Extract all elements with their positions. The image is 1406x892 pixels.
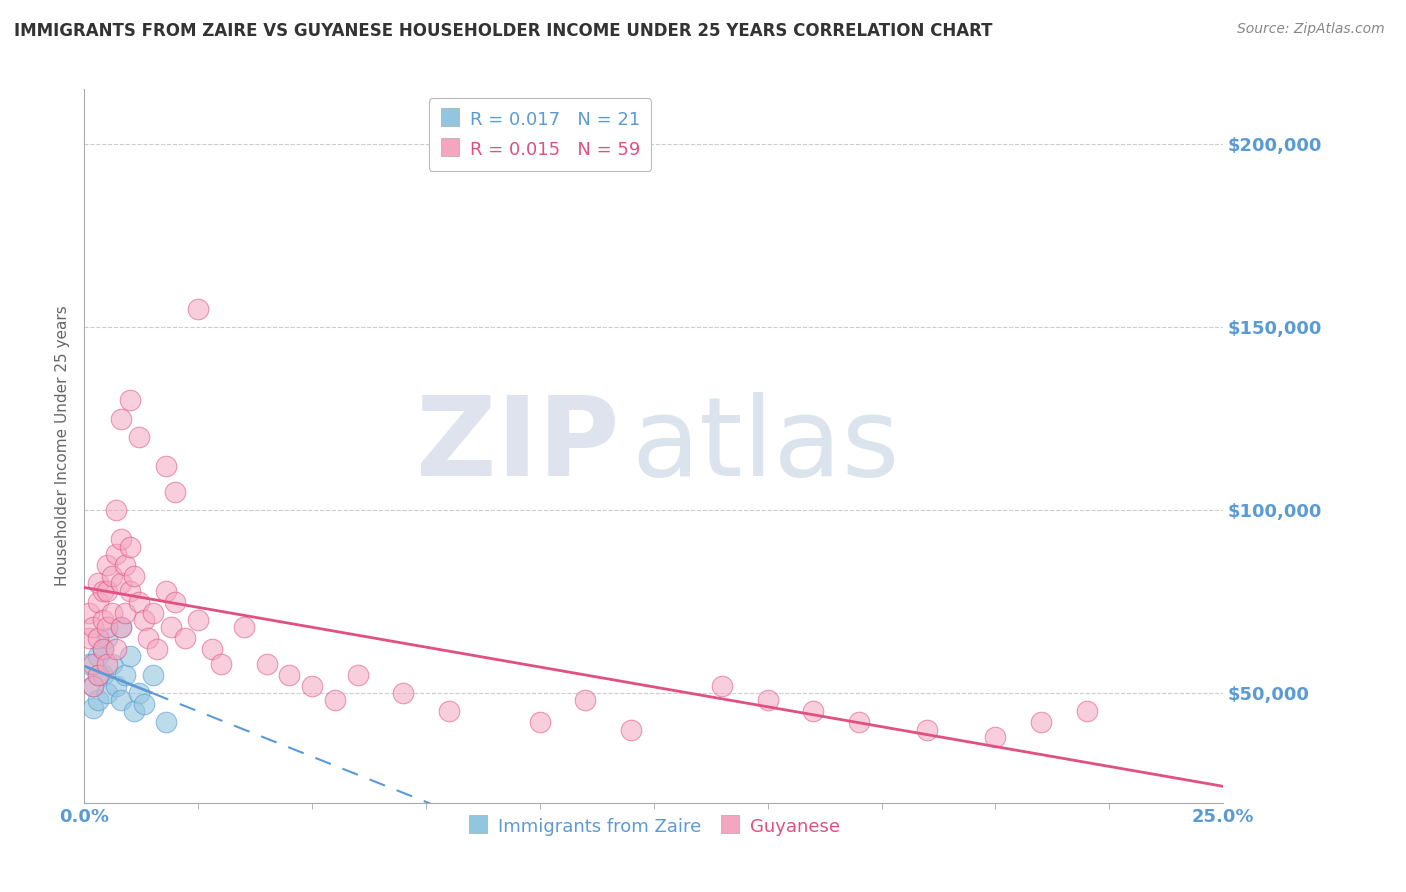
- Point: [142, 606, 165, 620]
- Point: [155, 583, 177, 598]
- Point: [711, 679, 734, 693]
- Point: [165, 594, 187, 608]
- Point: [96, 657, 118, 671]
- Point: [323, 693, 346, 707]
- Point: [256, 657, 278, 671]
- Point: [165, 484, 187, 499]
- Point: [110, 576, 132, 591]
- Point: [437, 704, 460, 718]
- Point: [915, 723, 938, 737]
- Point: [96, 620, 118, 634]
- Point: [110, 411, 132, 425]
- Point: [105, 642, 128, 657]
- Point: [91, 667, 114, 681]
- Point: [848, 715, 870, 730]
- Point: [96, 686, 118, 700]
- Point: [105, 503, 128, 517]
- Point: [136, 631, 159, 645]
- Point: [301, 679, 323, 693]
- Point: [155, 459, 177, 474]
- Point: [756, 693, 779, 707]
- Point: [173, 631, 195, 645]
- Point: [1076, 704, 1098, 718]
- Point: [128, 594, 150, 608]
- Point: [110, 533, 132, 547]
- Point: [87, 667, 110, 681]
- Point: [110, 620, 132, 634]
- Point: [142, 667, 165, 681]
- Point: [160, 620, 183, 634]
- Point: [77, 657, 100, 671]
- Point: [91, 642, 114, 657]
- Point: [232, 620, 254, 634]
- Point: [118, 540, 141, 554]
- Point: [984, 730, 1007, 744]
- Point: [187, 613, 209, 627]
- Point: [110, 693, 132, 707]
- Point: [100, 657, 122, 671]
- Point: [114, 667, 136, 681]
- Point: [87, 667, 110, 681]
- Point: [574, 693, 596, 707]
- Point: [128, 430, 150, 444]
- Point: [801, 704, 824, 718]
- Point: [82, 679, 104, 693]
- Point: [100, 569, 122, 583]
- Point: [132, 613, 155, 627]
- Point: [91, 583, 114, 598]
- Legend: Immigrants from Zaire, Guyanese: Immigrants from Zaire, Guyanese: [460, 808, 848, 844]
- Point: [96, 631, 118, 645]
- Point: [132, 697, 155, 711]
- Point: [278, 667, 301, 681]
- Text: Source: ZipAtlas.com: Source: ZipAtlas.com: [1237, 22, 1385, 37]
- Text: ZIP: ZIP: [416, 392, 620, 500]
- Point: [82, 620, 104, 634]
- Point: [1029, 715, 1052, 730]
- Point: [392, 686, 415, 700]
- Point: [146, 642, 169, 657]
- Point: [529, 715, 551, 730]
- Point: [105, 547, 128, 561]
- Point: [87, 576, 110, 591]
- Point: [346, 667, 368, 681]
- Point: [118, 393, 141, 408]
- Point: [77, 631, 100, 645]
- Point: [128, 686, 150, 700]
- Point: [87, 649, 110, 664]
- Point: [96, 583, 118, 598]
- Point: [100, 606, 122, 620]
- Point: [124, 569, 146, 583]
- Point: [91, 613, 114, 627]
- Point: [118, 583, 141, 598]
- Point: [87, 693, 110, 707]
- Point: [114, 558, 136, 572]
- Point: [201, 642, 224, 657]
- Point: [82, 679, 104, 693]
- Y-axis label: Householder Income Under 25 years: Householder Income Under 25 years: [55, 306, 70, 586]
- Point: [87, 631, 110, 645]
- Point: [82, 657, 104, 671]
- Text: IMMIGRANTS FROM ZAIRE VS GUYANESE HOUSEHOLDER INCOME UNDER 25 YEARS CORRELATION : IMMIGRANTS FROM ZAIRE VS GUYANESE HOUSEH…: [14, 22, 993, 40]
- Point: [209, 657, 232, 671]
- Text: atlas: atlas: [631, 392, 900, 500]
- Point: [91, 642, 114, 657]
- Point: [114, 606, 136, 620]
- Point: [124, 704, 146, 718]
- Point: [96, 558, 118, 572]
- Point: [118, 649, 141, 664]
- Point: [82, 700, 104, 714]
- Point: [77, 606, 100, 620]
- Point: [620, 723, 643, 737]
- Point: [187, 301, 209, 316]
- Point: [105, 679, 128, 693]
- Point: [155, 715, 177, 730]
- Point: [87, 594, 110, 608]
- Point: [110, 620, 132, 634]
